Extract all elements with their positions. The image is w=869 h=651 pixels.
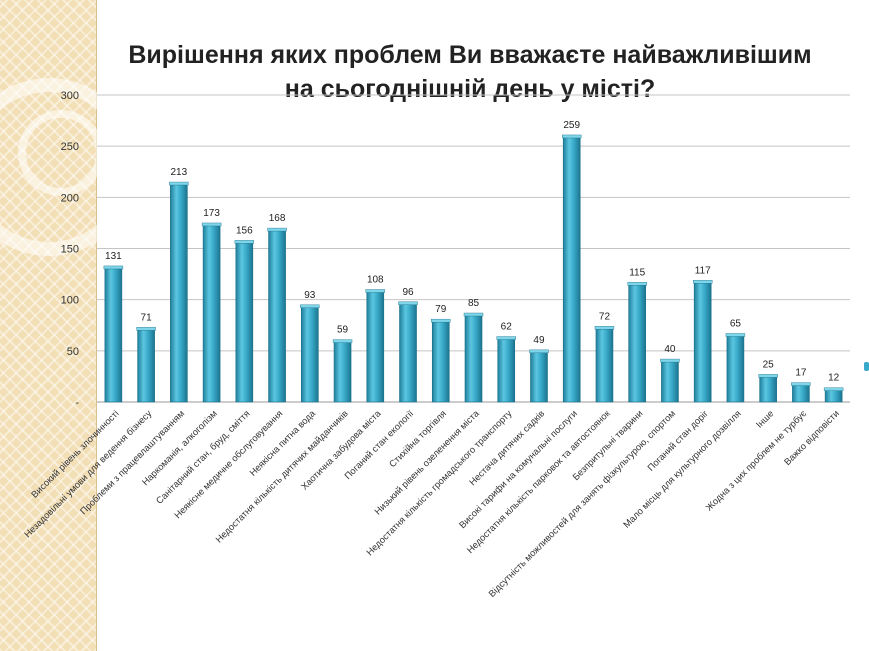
bar [235,242,254,403]
data-label: 117 [695,265,711,276]
bar-cap [823,387,844,391]
data-label: 59 [337,325,349,336]
bar-cap [758,374,778,378]
bars [103,134,844,403]
data-label: 96 [402,287,414,298]
data-label: 131 [105,251,122,262]
data-label: 17 [795,368,807,379]
x-tick-label: Незадовільні умови для ведення бізнесу [22,408,153,539]
y-tick-label: - [75,397,79,409]
bar [431,320,450,403]
bar [595,328,614,403]
bar-cap [692,280,713,284]
x-tick-label: Важко відповісти [782,408,841,467]
chart-title: Вирішення яких проблем Ви вважаєте найва… [100,38,840,106]
bar [628,284,646,403]
bar [464,314,483,403]
bar-cap [725,333,746,337]
x-tick-label: Поганий стан доріг [646,408,711,473]
data-label: 115 [629,267,645,278]
bar [792,384,810,403]
data-label: 173 [203,208,220,219]
data-label: 62 [501,322,513,333]
bar-cap [267,227,287,232]
x-tick-label: Інше [754,408,775,429]
bar-cap [463,312,484,317]
bar-cap [398,301,418,305]
data-label: 49 [533,335,545,346]
x-tick-label: Мало місць для культурного дозвілля [621,408,742,529]
data-label: 72 [599,311,611,322]
bar-cap [529,349,549,354]
bar-cap [201,222,222,227]
y-tick-label: 100 [61,295,79,307]
bar-cap [169,181,189,186]
data-label: 108 [367,274,384,285]
bar-cap [562,134,582,139]
y-tick-label: 300 [61,90,79,102]
bar [562,136,581,403]
bar [170,183,188,403]
bar [268,229,286,403]
bar-cap [103,265,124,270]
bar [104,267,123,403]
bar [726,335,745,403]
bar-cap [660,358,680,363]
data-label: 40 [664,344,676,355]
data-label: 71 [141,312,153,323]
bar [399,303,417,403]
bar [693,281,712,403]
bar-cap [791,382,811,386]
bar [530,351,548,403]
bar [497,338,516,403]
bar-cap [496,336,516,340]
y-tick-label: 250 [61,141,79,153]
data-label: 12 [828,373,840,384]
bar [202,224,221,403]
chart-title-line-1: Вирішення яких проблем Ви вважаєте найва… [128,41,812,69]
decorative-ring-small [18,110,104,196]
x-tick-label: Високі тарифи на комунальні послуги [457,408,579,530]
bar [759,376,777,403]
bar [137,329,155,403]
bar-cap [594,326,615,330]
data-label: 93 [304,290,316,301]
bar-cap [431,318,451,323]
y-tick-label: 150 [61,244,79,256]
chart-title-line-2: на сьогоднішній день у місті? [284,75,656,103]
bar-cap [365,289,385,293]
data-label: 168 [269,213,286,224]
bar-cap [300,304,320,309]
data-label: 259 [563,120,580,131]
bar [661,360,679,403]
data-label: 213 [171,167,188,178]
bar [301,306,319,403]
y-tick-label: 50 [67,346,79,358]
bar-cap [627,282,647,286]
bar-cap [332,339,353,343]
data-label: 79 [435,304,447,315]
y-tick-label: 200 [61,192,79,204]
data-label: 65 [730,318,742,329]
bar [333,341,352,403]
x-tick-label: Стихійна торгівля [387,408,448,469]
legend-marker [864,362,869,371]
data-label: 85 [468,298,480,309]
bar [366,291,385,403]
bar-cap [234,240,255,244]
bar [824,389,843,403]
data-labels: 131 71 213 173 156 168 93 59 108 96 79 85 62 49 259 72 1… [105,120,840,384]
bar-cap [136,327,156,331]
y-axis-ticks: - 50 100 150 200 250 300 [61,90,80,409]
data-label: 156 [236,225,253,236]
data-label: 25 [763,359,775,370]
